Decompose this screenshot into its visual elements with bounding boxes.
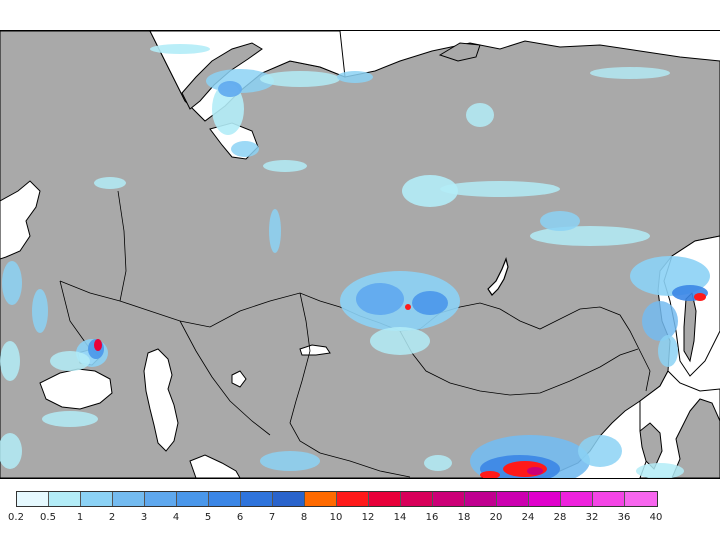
legend-label: 4 [172,512,180,523]
legend-label: 36 [617,512,631,523]
legend-label: 40 [649,512,663,523]
legend-swatch [273,492,305,506]
legend-label: 14 [393,512,407,523]
legend-label: 1 [76,512,84,523]
legend-label: 3 [140,512,148,523]
legend-swatch [433,492,465,506]
legend-swatch [177,492,209,506]
caspian-sea [143,348,179,452]
legend-swatch [497,492,529,506]
legend-label: 16 [425,512,439,523]
legend-swatch [529,492,561,506]
legend-label: 0.2 [8,512,24,523]
precipitation-legend: 0.2 0.5 1 2 3 4 5 6 7 8 10 12 14 16 18 20 24 28 32 36 40 [8,491,662,526]
legend-swatch [593,492,625,506]
legend-label: 7 [268,512,276,523]
lake-balkhash [299,344,331,356]
baltic-sea [0,180,41,260]
legend-swatch [369,492,401,506]
legend-color-bar [16,491,658,507]
legend-swatch [401,492,433,506]
legend-labels: 0.2 0.5 1 2 3 4 5 6 7 8 10 12 14 16 18 20 24 28 32 36 40 [8,512,662,526]
legend-swatch [305,492,337,506]
legend-label: 20 [489,512,503,523]
legend-label: 0.5 [40,512,56,523]
aral-sea [231,370,247,388]
legend-label: 6 [236,512,244,523]
arctic-islands [438,42,481,62]
legend-swatch [81,492,113,506]
legend-label: 32 [585,512,599,523]
legend-swatch [113,492,145,506]
legend-label: 10 [329,512,343,523]
legend-label: 18 [457,512,471,523]
eurasia-landmass [0,31,720,478]
precipitation-map [0,30,720,479]
precipitation-layer [0,44,710,478]
lake-baikal [487,257,509,296]
korea-peninsula [639,422,663,470]
map-canvas [0,31,720,478]
legend-swatch [465,492,497,506]
legend-label: 12 [361,512,375,523]
legend-swatch [625,492,657,506]
legend-label: 28 [553,512,567,523]
legend-swatch [145,492,177,506]
legend-label: 2 [108,512,116,523]
legend-swatch [17,492,49,506]
legend-swatch [337,492,369,506]
legend-label: 24 [521,512,535,523]
legend-swatch [561,492,593,506]
legend-label: 8 [300,512,308,523]
legend-swatch [241,492,273,506]
legend-swatch [49,492,81,506]
persian-gulf [189,454,241,478]
legend-label: 5 [204,512,212,523]
japan-islands [671,398,720,478]
legend-swatch [209,492,241,506]
